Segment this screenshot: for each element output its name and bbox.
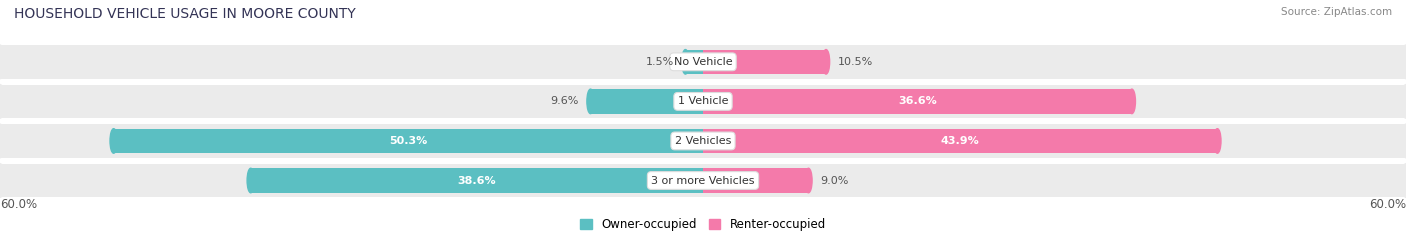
Text: 60.0%: 60.0% (1369, 198, 1406, 211)
Text: HOUSEHOLD VEHICLE USAGE IN MOORE COUNTY: HOUSEHOLD VEHICLE USAGE IN MOORE COUNTY (14, 7, 356, 21)
Text: 43.9%: 43.9% (941, 136, 980, 146)
Circle shape (823, 50, 830, 74)
Circle shape (0, 164, 6, 197)
Text: 10.5%: 10.5% (838, 57, 873, 67)
Text: 1.5%: 1.5% (645, 57, 673, 67)
Circle shape (247, 168, 254, 193)
Text: 9.0%: 9.0% (820, 175, 849, 185)
Circle shape (1400, 85, 1406, 118)
Text: 60.0%: 60.0% (0, 198, 37, 211)
Bar (0, 85, 1406, 118)
Bar (703, 168, 808, 193)
Legend: Owner-occupied, Renter-occupied: Owner-occupied, Renter-occupied (575, 214, 831, 233)
Text: 36.6%: 36.6% (898, 96, 936, 106)
Circle shape (110, 129, 117, 153)
Bar (703, 89, 1132, 114)
Text: 50.3%: 50.3% (389, 136, 427, 146)
Circle shape (0, 45, 6, 79)
Circle shape (0, 85, 6, 118)
Circle shape (1400, 124, 1406, 158)
Text: No Vehicle: No Vehicle (673, 57, 733, 67)
Circle shape (1400, 164, 1406, 197)
Bar (703, 50, 827, 74)
Circle shape (1128, 89, 1136, 114)
Bar (114, 129, 703, 153)
Text: Source: ZipAtlas.com: Source: ZipAtlas.com (1281, 7, 1392, 17)
Bar (0, 124, 1406, 158)
Circle shape (1213, 129, 1220, 153)
Text: 38.6%: 38.6% (457, 175, 496, 185)
Bar (0, 164, 1406, 197)
Text: 1 Vehicle: 1 Vehicle (678, 96, 728, 106)
Bar (703, 129, 1218, 153)
Text: 3 or more Vehicles: 3 or more Vehicles (651, 175, 755, 185)
Circle shape (1400, 45, 1406, 79)
Circle shape (586, 89, 595, 114)
Bar (250, 168, 703, 193)
Circle shape (804, 168, 813, 193)
Text: 2 Vehicles: 2 Vehicles (675, 136, 731, 146)
Bar (591, 89, 703, 114)
Circle shape (682, 50, 689, 74)
Bar (686, 50, 703, 74)
Circle shape (0, 124, 6, 158)
Bar (0, 45, 1406, 79)
Text: 9.6%: 9.6% (550, 96, 579, 106)
